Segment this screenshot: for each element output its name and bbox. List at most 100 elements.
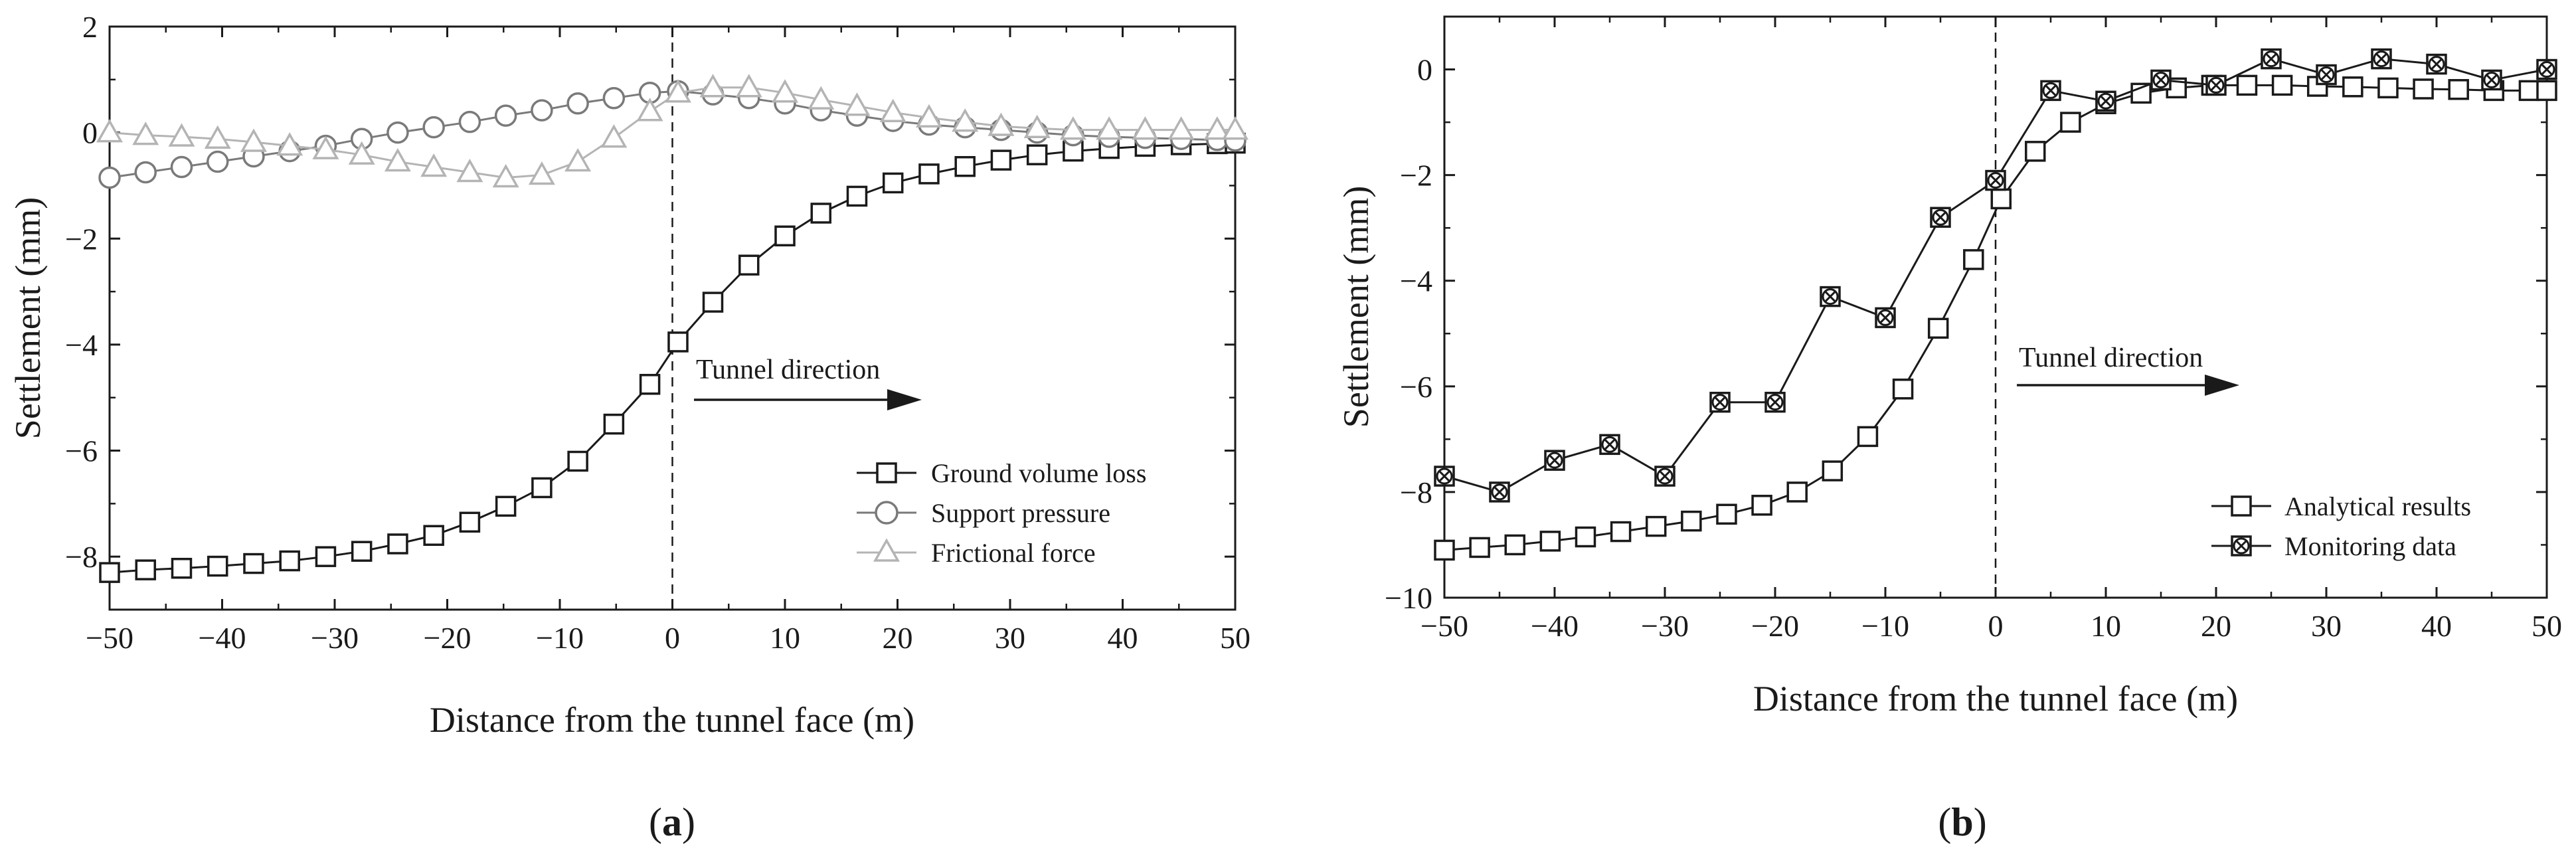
data-point-frictional-force (312, 135, 339, 159)
data-point-frictional-force (735, 74, 762, 98)
x-tick-label: 20 (2201, 609, 2231, 643)
panel-b-caption-letter: b (1951, 800, 1973, 844)
x-tick-label: −50 (86, 621, 133, 655)
data-point-frictional-force (204, 125, 231, 149)
panel-a-caption: (a) (649, 800, 695, 844)
y-tick-label: −4 (1400, 264, 1432, 298)
data-point-frictional-force (600, 124, 628, 148)
data-point-monitoring-data (1654, 466, 1675, 487)
data-point-ground-volume-loss (567, 450, 588, 472)
y-tick-label: −2 (1400, 159, 1432, 193)
data-point-analytical-results (1990, 188, 2012, 210)
data-point-ground-volume-loss (667, 331, 689, 353)
data-point-analytical-results (1716, 503, 1737, 525)
panel-a-caption-letter: a (662, 800, 682, 844)
panel-b-annotation: Tunnel direction (2019, 343, 2203, 373)
panel-a-direction-arrow (694, 389, 922, 410)
data-point-analytical-results (1575, 526, 1596, 548)
data-point-analytical-results (1610, 521, 1632, 543)
data-point-monitoring-data (1875, 307, 1896, 329)
panel-b-x-axis-title: Distance from the tunnel face (m) (1753, 679, 2238, 719)
data-point-ground-volume-loss (954, 155, 976, 177)
panel-b-legend-item-analytical-results: Analytical results (2211, 491, 2471, 521)
data-point-monitoring-data (2481, 69, 2502, 91)
data-point-frictional-force (1096, 116, 1123, 140)
data-point-ground-volume-loss (846, 185, 868, 207)
legend-label-support-pressure: Support pressure (931, 498, 1110, 528)
data-point-frictional-force (636, 98, 663, 122)
data-point-ground-volume-loss (531, 477, 553, 499)
data-point-ground-volume-loss (990, 149, 1012, 171)
panel-b-series (1434, 48, 2557, 561)
y-tick-label: −8 (1400, 475, 1432, 509)
data-point-analytical-results (1681, 510, 1702, 532)
panel-a-ticks (108, 25, 1237, 610)
y-tick-label: −6 (1400, 370, 1432, 404)
data-point-analytical-results (2236, 74, 2258, 96)
data-point-frictional-force (1221, 116, 1249, 140)
x-tick-label: −10 (1861, 609, 1909, 643)
x-tick-label: −10 (536, 621, 584, 655)
data-point-frictional-force (132, 122, 159, 145)
x-tick-label: 20 (883, 621, 913, 655)
data-point-ground-volume-loss (459, 511, 481, 533)
data-point-ground-volume-loss (135, 559, 156, 580)
data-point-analytical-results (2448, 79, 2469, 100)
data-point-ground-volume-loss (702, 292, 724, 313)
data-point-ground-volume-loss (99, 562, 120, 583)
data-point-analytical-results (1504, 534, 1525, 556)
panel-b-tick-labels: −50 −40 −30 −20 −10 0 10 20 30 40 50−10−8−6−4−20 (1385, 53, 2562, 643)
data-point-monitoring-data (1930, 207, 1951, 228)
data-point-ground-volume-loss (207, 555, 228, 577)
data-point-ground-volume-loss (171, 557, 193, 579)
data-point-frictional-force (420, 153, 448, 177)
y-tick-label: −2 (65, 222, 98, 256)
y-tick-label: −4 (65, 328, 98, 362)
data-point-analytical-results (2271, 74, 2293, 96)
panel-b-y-axis-title: Settlement (mm) (1336, 186, 1376, 428)
panel-a-x-axis-title: Distance from the tunnel face (m) (430, 700, 914, 740)
panel-a-legend-item-support-pressure: Support pressure (857, 498, 1110, 528)
x-tick-label: 0 (1988, 609, 2004, 643)
x-tick-label: 10 (2091, 609, 2121, 643)
data-point-frictional-force (664, 79, 691, 103)
data-point-frictional-force (808, 86, 835, 110)
data-point-frictional-force (879, 98, 906, 123)
data-point-frictional-force (1059, 116, 1086, 140)
panel-a-y-axis-title: Settlement (mm) (8, 197, 48, 439)
data-point-analytical-results (2377, 77, 2399, 99)
data-point-ground-volume-loss (918, 163, 940, 185)
data-point-monitoring-data (1709, 391, 1731, 413)
panel-b-legend-item-monitoring-data: Monitoring data (2211, 531, 2456, 561)
data-point-frictional-force (384, 147, 411, 172)
data-point-ground-volume-loss (423, 525, 444, 547)
data-point-analytical-results (1857, 426, 1879, 448)
data-point-analytical-results (1751, 495, 1772, 516)
data-point-monitoring-data (1599, 434, 1620, 456)
x-tick-label: −40 (1531, 609, 1579, 643)
panel-a-annotation: Tunnel direction (696, 355, 880, 385)
data-point-frictional-force (96, 119, 124, 143)
data-point-frictional-force (987, 112, 1015, 136)
y-tick-label: 0 (82, 116, 98, 150)
data-point-frictional-force (168, 123, 195, 147)
data-point-analytical-results (1963, 249, 1984, 270)
data-point-monitoring-data (1764, 391, 1786, 413)
data-point-analytical-results (1786, 481, 1808, 503)
panel-b-legend: Analytical results Monitoring data (2211, 491, 2471, 561)
data-point-frictional-force (528, 161, 555, 185)
x-tick-label: 0 (665, 621, 680, 655)
data-point-monitoring-data (1544, 450, 1565, 471)
panel-a-legend-item-ground-volume-loss: Ground volume loss (857, 458, 1146, 488)
data-point-analytical-results (1434, 539, 1455, 561)
legend-label-monitoring-data: Monitoring data (2284, 531, 2456, 561)
data-point-support-pressure (98, 166, 121, 189)
data-point-support-pressure (566, 92, 589, 115)
data-point-monitoring-data (2150, 69, 2172, 91)
data-point-monitoring-data (2426, 53, 2447, 75)
legend-label-frictional-force: Frictional force (931, 538, 1096, 568)
data-point-monitoring-data (2371, 48, 2392, 70)
data-point-ground-volume-loss (351, 541, 373, 562)
data-point-analytical-results (1539, 531, 1561, 552)
